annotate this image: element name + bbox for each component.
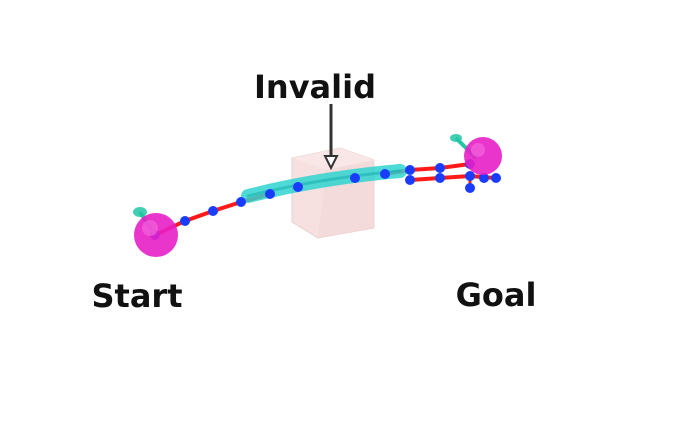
waypoint: [265, 189, 275, 199]
waypoint: [180, 216, 190, 226]
waypoint: [350, 173, 360, 183]
waypoint: [236, 197, 246, 207]
start-label: Start: [91, 277, 182, 315]
waypoint: [465, 171, 475, 181]
waypoint: [435, 163, 445, 173]
waypoint: [435, 173, 445, 183]
invalid-label: Invalid: [254, 68, 376, 106]
waypoint: [293, 182, 303, 192]
down-arrow-pointer: [323, 104, 339, 171]
waypoint: [208, 206, 218, 216]
waypoint: [380, 169, 390, 179]
goal-marker: [450, 134, 502, 175]
start-marker: [133, 207, 178, 257]
waypoint: [479, 173, 489, 183]
waypoint: [491, 173, 501, 183]
waypoint: [405, 165, 415, 175]
goal-label: Goal: [456, 276, 537, 314]
waypoint: [465, 183, 475, 193]
waypoint: [405, 175, 415, 185]
